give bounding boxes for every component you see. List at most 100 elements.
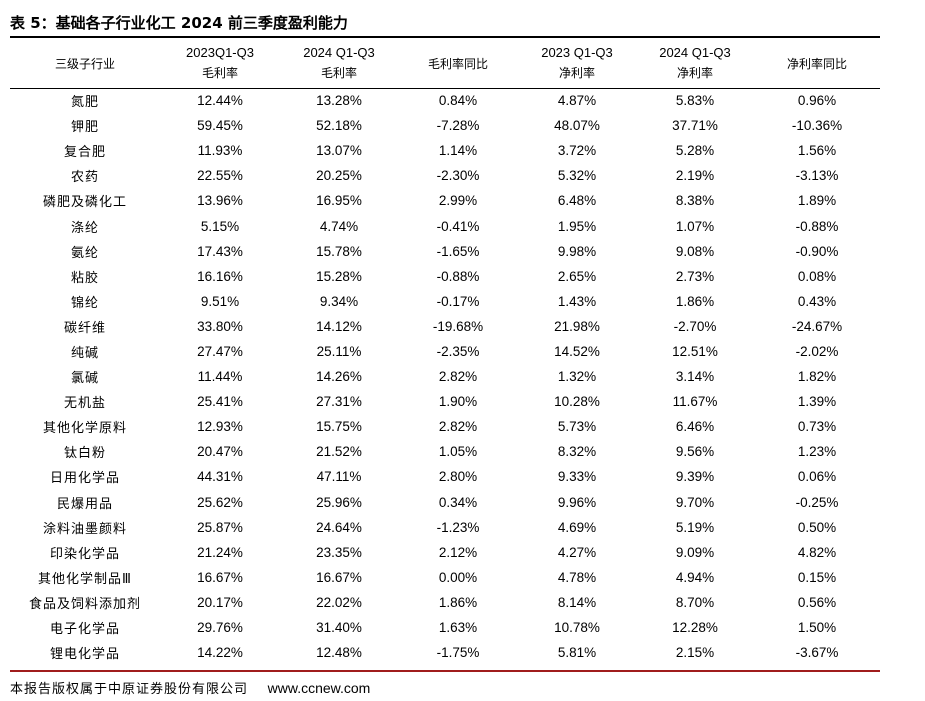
table-cell: 17.43% xyxy=(197,243,243,259)
table-row: 食品及饲料添加剂 20.17% 22.02% 1.86% 8.14% 8.70% 0.56% xyxy=(10,590,880,615)
table-cell: 25.87% xyxy=(197,519,243,535)
footer-rule xyxy=(10,670,880,672)
table-cell: -0.88% xyxy=(436,268,480,284)
table-cell: 11.44% xyxy=(197,369,243,385)
profitability-table: 三级子行业 2023Q1-Q3 毛利率 2024 Q1-Q3 毛利率 毛利率同比 2023 … xyxy=(10,38,880,665)
column-header-metric: 毛利率 xyxy=(320,66,357,80)
table-cell: 1.23% xyxy=(797,444,837,460)
table-cell: 48.07% xyxy=(554,118,600,134)
table-cell: 1.50% xyxy=(797,620,837,636)
table-top-rule xyxy=(10,36,880,38)
table-cell: 16.16% xyxy=(197,268,243,284)
table-cell: -0.88% xyxy=(795,218,839,234)
table-cell: 31.40% xyxy=(316,620,362,636)
table-cell: 9.56% xyxy=(675,444,715,460)
table-cell: 12.28% xyxy=(672,620,718,636)
table-cell: 1.90% xyxy=(438,394,478,410)
table-cell: 9.96% xyxy=(557,494,597,510)
table-cell: 13.96% xyxy=(197,193,243,209)
column-header: 三级子行业 xyxy=(54,56,115,71)
table-cell: 21.52% xyxy=(316,444,362,460)
table-cell: 9.08% xyxy=(675,243,715,259)
table-cell: -1.75% xyxy=(436,645,480,661)
table-cell: 20.17% xyxy=(197,594,243,610)
subindustry-name: 无机盐 xyxy=(63,396,106,412)
table-cell: 1.86% xyxy=(438,594,478,610)
table-row: 氯碱 11.44% 14.26% 2.82% 1.32% 3.14% 1.82% xyxy=(10,364,880,389)
table-cell: 8.38% xyxy=(675,193,715,209)
table-cell: 25.62% xyxy=(197,494,243,510)
table-body: 氮肥 12.44% 13.28% 0.84% 4.87% 5.83% 0.96% 钾肥 59.4… xyxy=(10,88,880,665)
table-title: 表 5：基础各子行业化工 2024 前三季度盈利能力 xyxy=(10,14,348,32)
table-cell: 1.14% xyxy=(438,143,478,159)
column-header: 2024 Q1-Q3 毛利率 xyxy=(280,38,398,88)
column-header-period: 2023Q1-Q3 xyxy=(186,45,254,60)
table-cell: 47.11% xyxy=(316,469,362,485)
website-link[interactable]: www.ccnew.com xyxy=(267,680,371,696)
table-cell: 33.80% xyxy=(197,318,243,334)
table-cell: 16.95% xyxy=(316,193,362,209)
subindustry-name: 电子化学品 xyxy=(49,622,120,638)
subindustry-name: 氮肥 xyxy=(70,95,99,111)
column-header: 2023Q1-Q3 毛利率 xyxy=(160,38,280,88)
table-cell: 0.43% xyxy=(797,293,837,309)
table-cell: 10.78% xyxy=(554,620,600,636)
table-cell: 1.56% xyxy=(797,143,837,159)
table-cell: 21.24% xyxy=(197,544,243,560)
table-cell: 5.73% xyxy=(557,419,597,435)
table-cell: 23.35% xyxy=(316,544,362,560)
table-cell: 1.63% xyxy=(438,620,478,636)
subindustry-name: 其他化学制品Ⅲ xyxy=(38,571,132,587)
table-cell: -2.35% xyxy=(436,343,480,359)
table-cell: 5.19% xyxy=(675,519,715,535)
header-bottom-rule xyxy=(10,88,880,89)
table-row: 民爆用品 25.62% 25.96% 0.34% 9.96% 9.70% -0.25% xyxy=(10,490,880,515)
table-cell: -0.17% xyxy=(436,293,480,309)
table-cell: -3.13% xyxy=(795,168,839,184)
table-cell: 13.28% xyxy=(316,93,362,109)
copyright-notice: 本报告版权属于中原证券股份有限公司 xyxy=(10,682,249,697)
table-cell: 8.32% xyxy=(557,444,597,460)
table-cell: 14.12% xyxy=(316,318,362,334)
column-header: 净利率同比 xyxy=(786,56,847,71)
table-cell: 12.44% xyxy=(197,93,243,109)
column-header-period: 2024 Q1-Q3 xyxy=(303,45,375,60)
table-cell: 4.78% xyxy=(557,569,597,585)
table-row: 其他化学制品Ⅲ 16.67% 16.67% 0.00% 4.78% 4.94% 0.15% xyxy=(10,565,880,590)
subindustry-name: 磷肥及磷化工 xyxy=(42,195,127,211)
table-row: 氨纶 17.43% 15.78% -1.65% 9.98% 9.08% -0.90% xyxy=(10,239,880,264)
table-cell: 5.81% xyxy=(557,645,597,661)
table-cell: 24.64% xyxy=(316,519,362,535)
table-cell: -3.67% xyxy=(795,645,839,661)
page-footer: 本报告版权属于中原证券股份有限公司 www.ccnew.com xyxy=(10,678,370,697)
table-cell: 21.98% xyxy=(554,318,600,334)
table-cell: 4.87% xyxy=(557,93,597,109)
table-cell: 12.51% xyxy=(672,343,718,359)
table-cell: -0.41% xyxy=(436,218,480,234)
table-cell: 9.09% xyxy=(675,544,715,560)
table-cell: 11.67% xyxy=(672,394,718,410)
table-row: 粘胶 16.16% 15.28% -0.88% 2.65% 2.73% 0.08% xyxy=(10,264,880,289)
table-cell: 20.47% xyxy=(197,444,243,460)
table-cell: 15.78% xyxy=(316,243,362,259)
table-cell: 3.72% xyxy=(557,143,597,159)
table-cell: 8.14% xyxy=(557,594,597,610)
table-cell: 14.26% xyxy=(316,369,362,385)
table-cell: 9.51% xyxy=(200,293,240,309)
table-cell: 8.70% xyxy=(675,594,715,610)
table-row: 农药 22.55% 20.25% -2.30% 5.32% 2.19% -3.13% xyxy=(10,163,880,188)
table-cell: 9.34% xyxy=(319,293,359,309)
table-cell: 0.73% xyxy=(797,419,837,435)
table-cell: 22.02% xyxy=(316,594,362,610)
subindustry-name: 氨纶 xyxy=(70,245,99,261)
table-cell: 2.15% xyxy=(675,645,715,661)
column-header-period: 2024 Q1-Q3 xyxy=(659,45,731,60)
table-cell: 0.50% xyxy=(797,519,837,535)
table-row: 其他化学原料 12.93% 15.75% 2.82% 5.73% 6.46% 0.73% xyxy=(10,414,880,439)
table-row: 碳纤维 33.80% 14.12% -19.68% 21.98% -2.70% -24.67… xyxy=(10,314,880,339)
subindustry-name: 氯碱 xyxy=(70,371,99,387)
table-cell: 2.99% xyxy=(438,193,478,209)
table-cell: 2.82% xyxy=(438,369,478,385)
table-row: 磷肥及磷化工 13.96% 16.95% 2.99% 6.48% 8.38% 1.89% xyxy=(10,188,880,213)
table-cell: -0.25% xyxy=(795,494,839,510)
